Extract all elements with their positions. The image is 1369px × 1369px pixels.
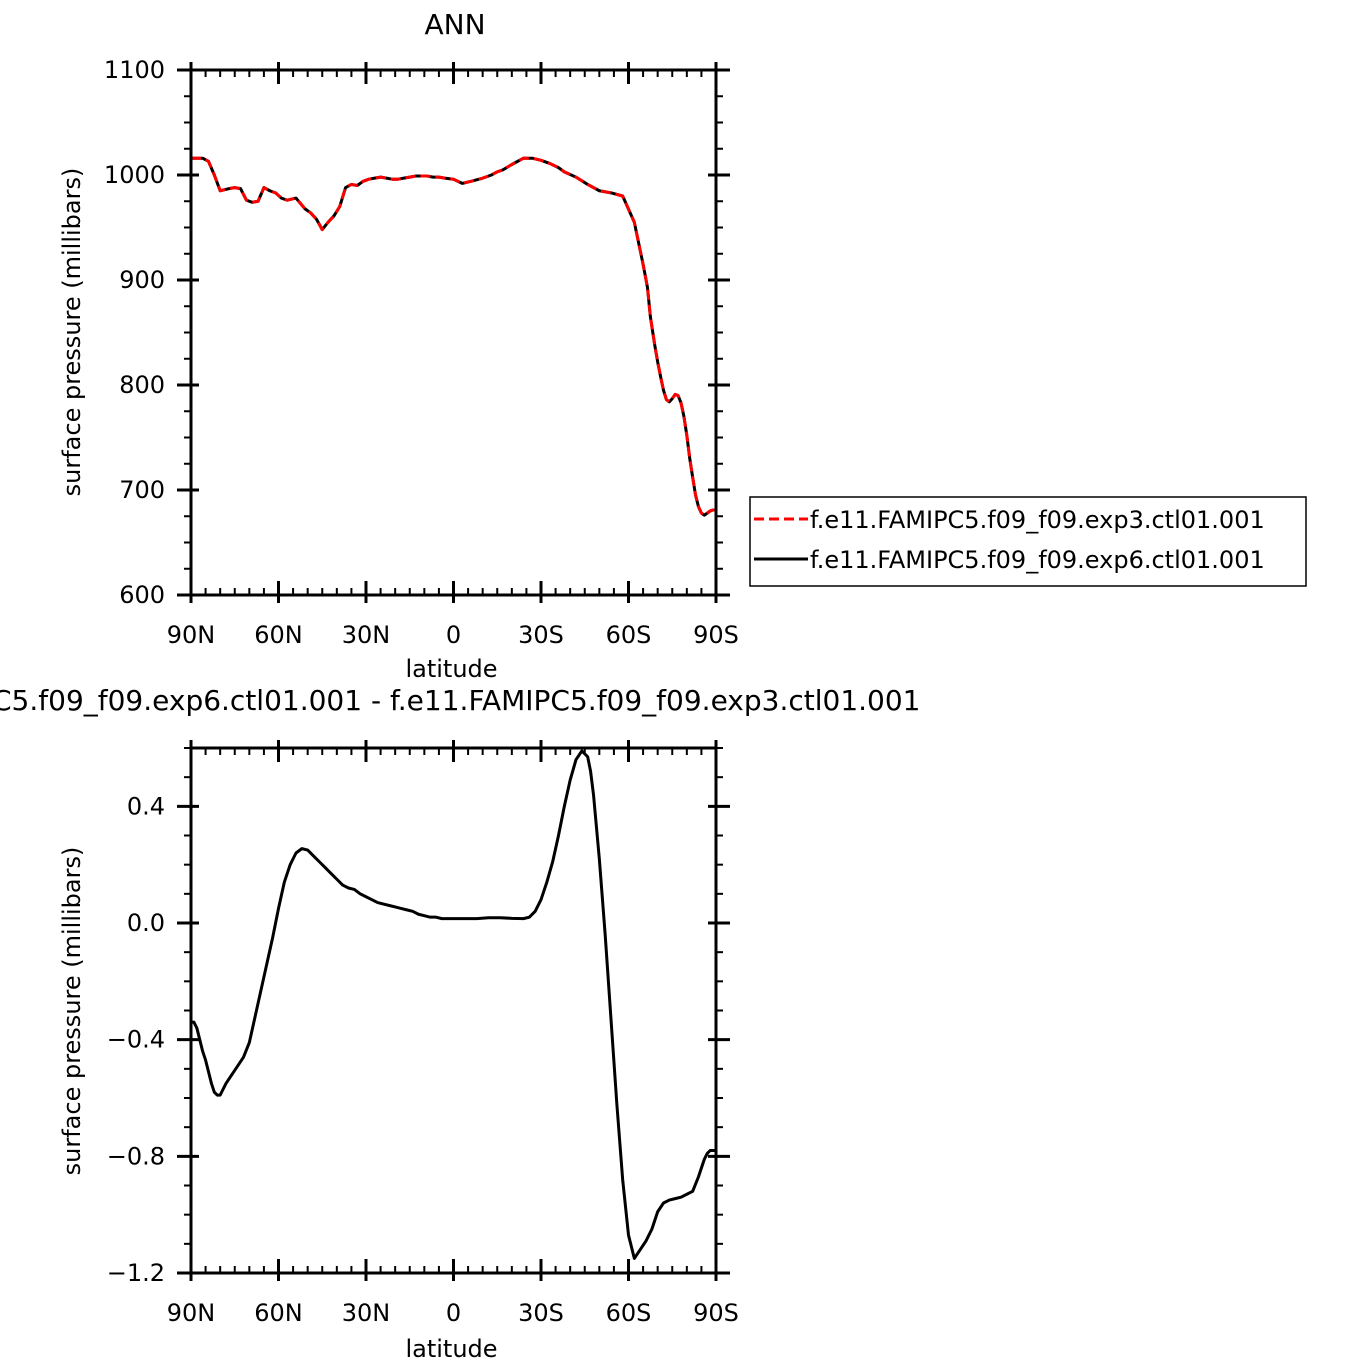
legend: f.e11.FAMIPC5.f09_f09.exp3.ctl01.001 f.e1… bbox=[749, 496, 1307, 587]
series-group bbox=[191, 156, 716, 517]
x-tick-label: 30N bbox=[342, 1299, 391, 1327]
legend-box bbox=[749, 496, 1307, 587]
y-tick-label: 600 bbox=[119, 581, 165, 609]
x-tick-label: 30S bbox=[518, 621, 564, 649]
legend-label-0: f.e11.FAMIPC5.f09_f09.exp3.ctl01.001 bbox=[810, 506, 1265, 534]
y-tick-label: 0.0 bbox=[127, 909, 165, 937]
y-tick-label: −0.4 bbox=[107, 1026, 165, 1054]
series-line-0 bbox=[191, 749, 716, 1260]
y-tick-label: 1000 bbox=[104, 161, 165, 189]
y-axis-label: surface pressure (millibars) bbox=[58, 847, 86, 1176]
plot-frame bbox=[189, 68, 718, 597]
y-tick-label: −0.8 bbox=[107, 1142, 165, 1170]
y-tick-label: 900 bbox=[119, 266, 165, 294]
y-axis-label: surface pressure (millibars) bbox=[58, 168, 86, 497]
plot-frame bbox=[189, 746, 718, 1275]
chart-title: C5.f09_f09.exp6.ctl01.001 - f.e11.FAMIPC… bbox=[0, 684, 920, 717]
x-tick-label: 60N bbox=[254, 1299, 303, 1327]
x-tick-label: 90N bbox=[167, 1299, 216, 1327]
x-tick-label: 30N bbox=[342, 621, 391, 649]
legend-label-1: f.e11.FAMIPC5.f09_f09.exp6.ctl01.001 bbox=[810, 546, 1265, 574]
y-tick-label: 0.4 bbox=[127, 792, 165, 820]
y-tick-label: 1100 bbox=[104, 56, 165, 84]
x-axis-label: latitude bbox=[405, 655, 497, 683]
series-group bbox=[191, 749, 716, 1260]
bottom-chart: C5.f09_f09.exp6.ctl01.001 - f.e11.FAMIPC… bbox=[0, 684, 920, 1363]
y-tick-label: 700 bbox=[119, 476, 165, 504]
x-tick-label: 60S bbox=[606, 621, 652, 649]
x-tick-label: 60S bbox=[606, 1299, 652, 1327]
x-tick-label: 0 bbox=[446, 1299, 461, 1327]
y-tick-label: −1.2 bbox=[107, 1259, 165, 1287]
chart-title: ANN bbox=[424, 8, 485, 41]
series-line-1 bbox=[191, 156, 716, 517]
y-tick-label: 800 bbox=[119, 371, 165, 399]
series-line-0 bbox=[191, 156, 716, 517]
x-tick-label: 90N bbox=[167, 621, 216, 649]
x-axis-label: latitude bbox=[405, 1335, 497, 1363]
x-tick-label: 90S bbox=[693, 1299, 739, 1327]
x-tick-label: 0 bbox=[446, 621, 461, 649]
x-tick-label: 60N bbox=[254, 621, 303, 649]
x-tick-label: 30S bbox=[518, 1299, 564, 1327]
x-tick-label: 90S bbox=[693, 621, 739, 649]
top-chart: ANN 90N 60N 30N 0 30S 60S 90S 600 700 800 900 1000 11… bbox=[58, 8, 1307, 683]
